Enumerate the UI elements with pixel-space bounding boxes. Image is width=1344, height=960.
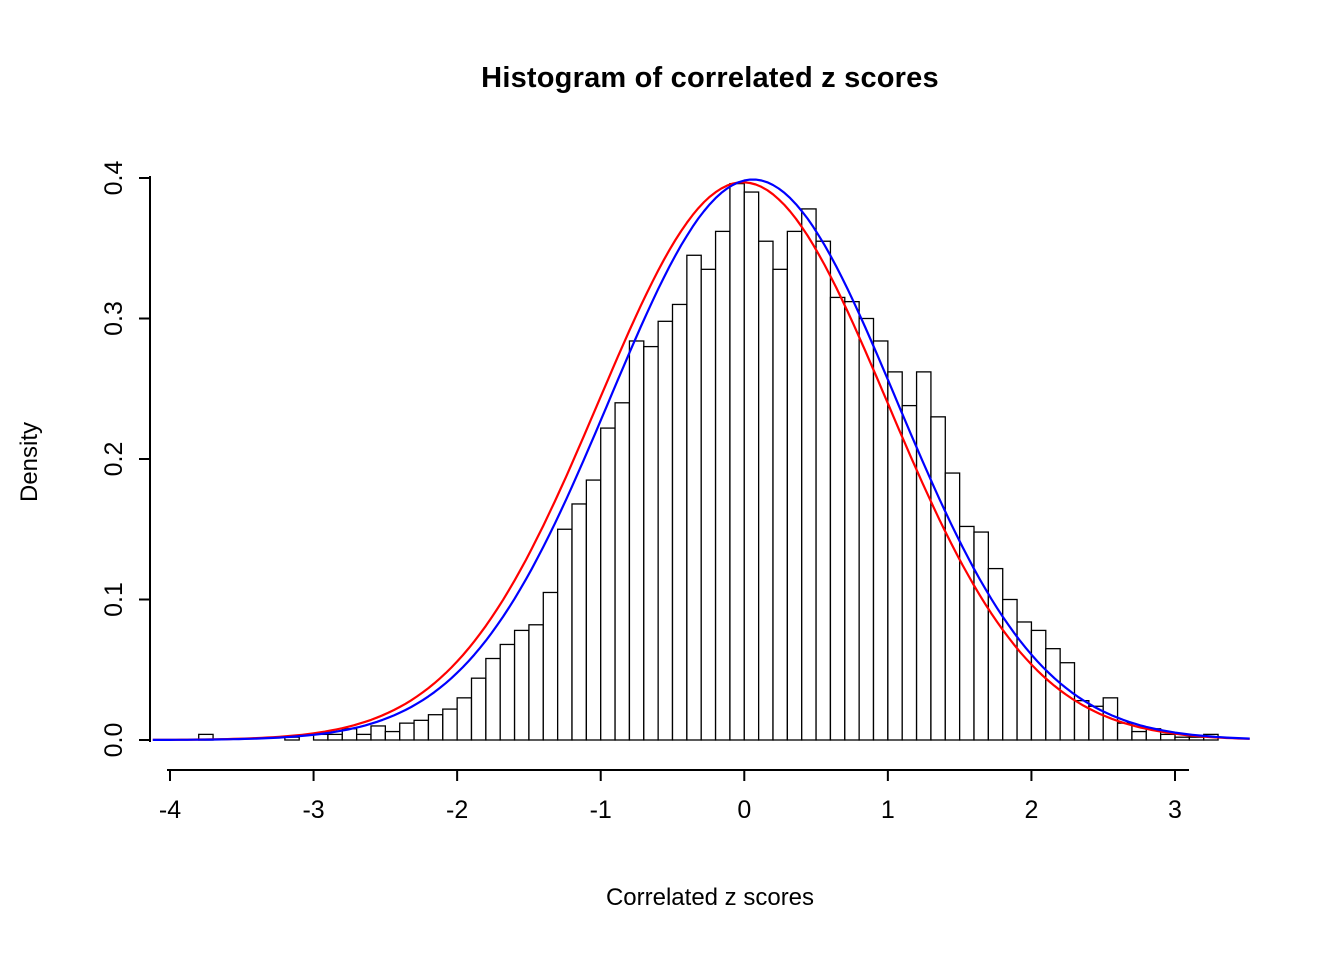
svg-text:-1: -1	[590, 796, 612, 824]
x-axis-label: Correlated z scores	[605, 884, 815, 911]
svg-text:0.1: 0.1	[100, 582, 128, 617]
svg-text:1: 1	[881, 796, 895, 824]
histogram-bars	[198, 182, 1219, 741]
red-normal-curve	[152, 181, 1250, 741]
axes: -4 -3 -2 -1 0 1 2 3 0.0 0.1 0.2 0.3 0.4	[100, 161, 1189, 824]
svg-text:0.3: 0.3	[100, 301, 128, 336]
chart-title: Histogram of correlated z scores	[481, 62, 939, 94]
svg-text:2: 2	[1024, 796, 1038, 824]
density-curves	[152, 178, 1250, 741]
svg-text:0.4: 0.4	[100, 161, 128, 196]
svg-text:0: 0	[737, 796, 751, 824]
svg-text:0.0: 0.0	[100, 723, 128, 758]
svg-text:-2: -2	[446, 796, 468, 824]
blue-normal-curve	[152, 178, 1250, 741]
svg-text:0.2: 0.2	[100, 442, 128, 477]
svg-text:-4: -4	[159, 796, 181, 824]
svg-text:-3: -3	[302, 796, 324, 824]
svg-text:3: 3	[1168, 796, 1182, 824]
